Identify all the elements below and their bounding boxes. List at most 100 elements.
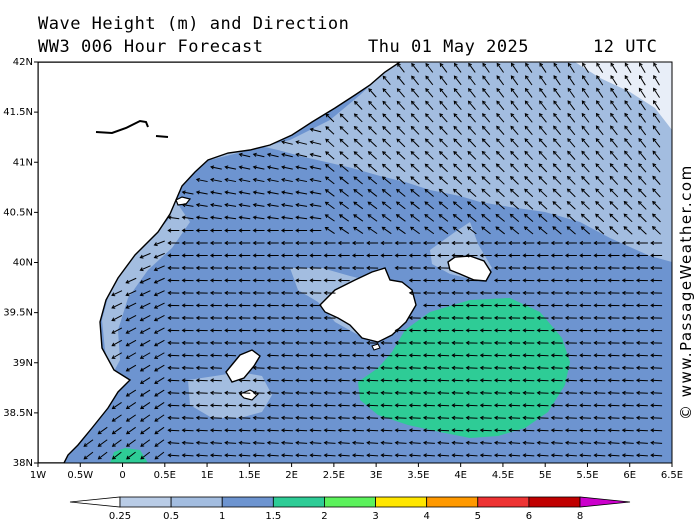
- wave-arrow: [593, 315, 606, 321]
- wave-arrow: [550, 340, 563, 346]
- wave-arrow: [111, 426, 122, 435]
- legend-tick-label: 3: [372, 511, 378, 522]
- wave-arrow: [295, 328, 308, 333]
- wave-arrow: [422, 315, 435, 321]
- wave-arrow: [366, 403, 379, 408]
- wave-arrow: [550, 440, 563, 445]
- wave-arrow: [538, 188, 548, 198]
- wave-arrow: [510, 125, 519, 135]
- wave-arrow: [451, 328, 464, 333]
- wave-arrow: [550, 265, 563, 271]
- wave-arrow: [309, 453, 322, 458]
- wave-arrow: [438, 150, 448, 160]
- wave-arrow: [508, 278, 521, 283]
- wave-arrow: [596, 87, 604, 98]
- wave-arrow: [524, 125, 533, 136]
- wave-arrow: [125, 352, 137, 359]
- wave-arrow: [280, 440, 293, 445]
- wave-arrow: [493, 303, 506, 308]
- wave-arrow: [394, 390, 407, 395]
- wave-arrow: [351, 403, 364, 408]
- wave-arrow: [596, 62, 604, 73]
- wave-arrow: [552, 188, 562, 198]
- wave-arrow: [650, 415, 663, 420]
- wave-arrow: [467, 150, 477, 160]
- wave-arrow: [380, 453, 393, 458]
- wave-arrow: [508, 390, 521, 395]
- wave-arrow: [550, 453, 563, 458]
- legend-right-arrow: [579, 496, 631, 508]
- wave-arrow: [252, 152, 265, 158]
- wave-arrow: [380, 353, 393, 358]
- wave-arrow: [581, 87, 590, 98]
- wave-arrow: [337, 390, 350, 395]
- wave-arrow: [353, 113, 363, 123]
- wave-arrow: [382, 100, 391, 110]
- wave-arrow: [493, 240, 506, 246]
- wave-arrow: [309, 215, 322, 220]
- wave-arrow: [323, 340, 336, 346]
- wave-arrow: [508, 365, 521, 370]
- wave-arrow: [621, 403, 634, 408]
- wave-arrow: [624, 87, 632, 98]
- wave-arrow: [266, 428, 279, 433]
- wave-arrow: [451, 303, 464, 308]
- wave-arrow: [635, 240, 648, 246]
- wave-arrow: [410, 201, 420, 210]
- wave-arrow: [366, 365, 379, 370]
- wave-arrow: [439, 88, 448, 98]
- wave-arrow: [238, 202, 251, 208]
- wave-arrow: [367, 201, 378, 210]
- wave-arrow: [479, 428, 492, 433]
- wave-arrow: [309, 127, 322, 133]
- wave-arrow: [422, 340, 435, 346]
- wave-arrow: [266, 290, 279, 296]
- wave-arrow: [437, 278, 450, 283]
- wave-arrow: [224, 390, 237, 395]
- wave-arrow: [167, 253, 180, 258]
- wave-arrow: [181, 240, 194, 246]
- wave-arrow: [536, 403, 549, 408]
- wave-arrow: [451, 340, 464, 346]
- model-label: WW3 006 Hour Forecast: [38, 37, 264, 57]
- wave-arrow: [125, 389, 137, 397]
- wave-arrow: [651, 226, 661, 235]
- lat-label: 40.5N: [3, 207, 33, 218]
- wave-arrow: [479, 415, 492, 420]
- wave-arrow: [266, 278, 279, 283]
- wave-arrow: [323, 278, 336, 283]
- wave-arrow: [621, 303, 634, 308]
- wave-arrow: [396, 125, 406, 135]
- wave-arrow: [181, 253, 194, 258]
- wave-arrow: [153, 302, 165, 309]
- wave-arrow: [295, 240, 308, 246]
- wave-arrow: [167, 390, 180, 395]
- wave-arrow: [550, 315, 563, 321]
- wave-arrow: [610, 112, 618, 123]
- wave-arrow: [465, 390, 478, 395]
- lon-label: 3E: [370, 470, 383, 481]
- wave-arrow: [439, 138, 448, 148]
- wave-arrow: [238, 403, 251, 408]
- wave-arrow: [295, 340, 308, 346]
- wave-arrow: [621, 415, 634, 420]
- wave-arrow: [607, 378, 620, 383]
- wave-arrow: [536, 428, 549, 433]
- legend-tick-label: 0.5: [163, 511, 179, 522]
- wave-arrow: [323, 315, 336, 321]
- wave-arrow: [496, 100, 505, 111]
- wave-arrow: [467, 201, 477, 210]
- wave-arrow: [439, 75, 448, 86]
- wave-arrow: [394, 253, 407, 258]
- wave-arrow: [607, 315, 620, 321]
- wave-arrow: [181, 415, 194, 420]
- wave-arrow: [181, 390, 194, 395]
- wave-arrow: [125, 315, 137, 322]
- wave-arrow: [209, 278, 222, 283]
- wave-arrow: [509, 201, 520, 210]
- wave-arrow: [508, 378, 521, 383]
- legend-swatch: [119, 496, 172, 508]
- wave-arrow: [579, 265, 592, 271]
- wave-arrow: [408, 365, 421, 370]
- wave-arrow: [195, 253, 208, 258]
